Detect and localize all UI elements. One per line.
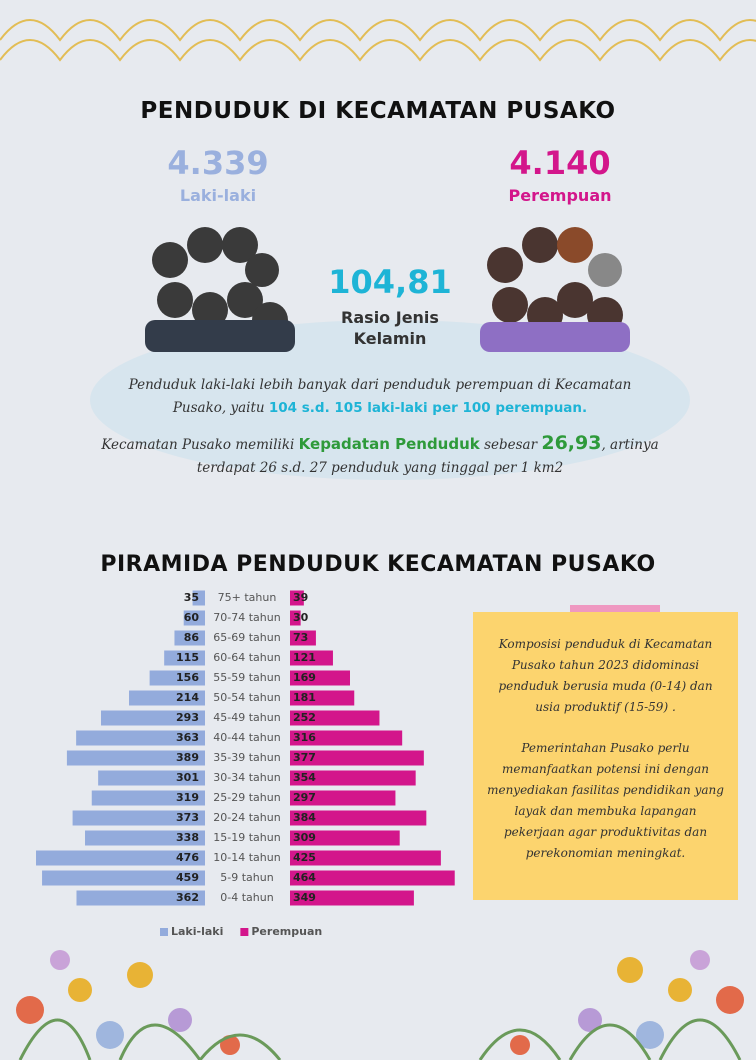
age-label: 0-4 tahun bbox=[220, 891, 273, 904]
value-label: 156 bbox=[176, 671, 199, 684]
age-label: 45-49 tahun bbox=[213, 711, 280, 724]
value-label: 464 bbox=[293, 871, 316, 884]
value-label: 39 bbox=[293, 591, 308, 604]
age-label: 35-39 tahun bbox=[213, 751, 280, 764]
value-label: 319 bbox=[176, 791, 199, 804]
highlight: 26,93 bbox=[541, 432, 601, 454]
value-label: 384 bbox=[293, 811, 316, 824]
value-label: 309 bbox=[293, 831, 316, 844]
value-label: 476 bbox=[176, 851, 199, 864]
title: PENDUDUK DI KECAMATAN PUSAKO bbox=[0, 98, 756, 124]
value-label: 73 bbox=[293, 631, 308, 644]
text: sebesar bbox=[484, 437, 537, 453]
people-female bbox=[480, 227, 630, 352]
value-label: 377 bbox=[293, 751, 316, 764]
age-label: 75+ tahun bbox=[218, 591, 277, 604]
value-label: 297 bbox=[293, 791, 316, 804]
age-label: 25-29 tahun bbox=[213, 791, 280, 804]
text: Kecamatan Pusako memiliki bbox=[101, 437, 294, 453]
highlight: 104 s.d. 105 laki-laki per 100 perempuan… bbox=[269, 400, 587, 416]
ratio-value: 104,81 bbox=[290, 263, 490, 301]
male-count: 4.339 bbox=[118, 144, 318, 182]
note: Pemerintahan Pusako perlu memanfaatkan p… bbox=[487, 738, 724, 864]
value-label: 338 bbox=[176, 831, 199, 844]
value-label: 349 bbox=[293, 891, 316, 904]
age-label: 5-9 tahun bbox=[220, 871, 273, 884]
value-label: 30 bbox=[293, 611, 309, 624]
legend-label: Laki-laki bbox=[171, 925, 223, 938]
value-label: 121 bbox=[293, 651, 316, 664]
legend-swatch bbox=[240, 928, 248, 936]
paragraph: Kecamatan Pusako memiliki Kepadatan Pend… bbox=[100, 432, 660, 480]
age-label: 30-34 tahun bbox=[213, 771, 280, 784]
value-label: 35 bbox=[184, 591, 199, 604]
value-label: 214 bbox=[176, 691, 199, 704]
value-label: 373 bbox=[176, 811, 199, 824]
value-label: 354 bbox=[293, 771, 316, 784]
female-count: 4.140 bbox=[460, 144, 660, 182]
value-label: 363 bbox=[176, 731, 199, 744]
infographic: PENDUDUK DI KECAMATAN PUSAKO 4.339 Laki-… bbox=[0, 0, 756, 1060]
top-ornament bbox=[0, 20, 756, 60]
age-label: 10-14 tahun bbox=[213, 851, 280, 864]
age-label: 55-59 tahun bbox=[213, 671, 280, 684]
value-label: 86 bbox=[184, 631, 200, 644]
pyramid-chart: 75+ tahun 35 39 70-74 tahun 60 30 65-69 tahun 8… bbox=[0, 580, 470, 950]
chart-title: PIRAMIDA PENDUDUK KECAMATAN PUSAKO bbox=[0, 552, 756, 577]
legend-swatch bbox=[160, 928, 168, 936]
note-box: Komposisi penduduk di Kecamatan Pusako t… bbox=[473, 612, 738, 900]
age-label: 70-74 tahun bbox=[213, 611, 280, 624]
flowers bbox=[16, 950, 744, 1060]
value-label: 301 bbox=[176, 771, 199, 784]
value-label: 425 bbox=[293, 851, 316, 864]
value-label: 181 bbox=[293, 691, 316, 704]
age-label: 40-44 tahun bbox=[213, 731, 280, 744]
age-label: 50-54 tahun bbox=[213, 691, 280, 704]
age-label: 60-64 tahun bbox=[213, 651, 280, 664]
value-label: 362 bbox=[176, 891, 199, 904]
value-label: 115 bbox=[176, 651, 199, 664]
paragraph: Penduduk laki-laki lebih banyak dari pen… bbox=[100, 374, 660, 420]
legend-label: Perempuan bbox=[251, 925, 322, 938]
highlight: Kepadatan Penduduk bbox=[299, 435, 480, 453]
value-label: 60 bbox=[184, 611, 200, 624]
value-label: 252 bbox=[293, 711, 316, 724]
age-label: 15-19 tahun bbox=[213, 831, 280, 844]
age-label: 20-24 tahun bbox=[213, 811, 280, 824]
value-label: 459 bbox=[176, 871, 199, 884]
note: Komposisi penduduk di Kecamatan Pusako t… bbox=[487, 634, 724, 718]
people-male bbox=[145, 227, 295, 352]
ratio-label: Rasio Jenis Kelamin bbox=[330, 307, 450, 349]
age-label: 65-69 tahun bbox=[213, 631, 280, 644]
value-label: 169 bbox=[293, 671, 316, 684]
value-label: 293 bbox=[176, 711, 199, 724]
male-label: Laki-laki bbox=[118, 186, 318, 205]
value-label: 316 bbox=[293, 731, 316, 744]
value-label: 389 bbox=[176, 751, 199, 764]
female-label: Perempuan bbox=[460, 186, 660, 205]
